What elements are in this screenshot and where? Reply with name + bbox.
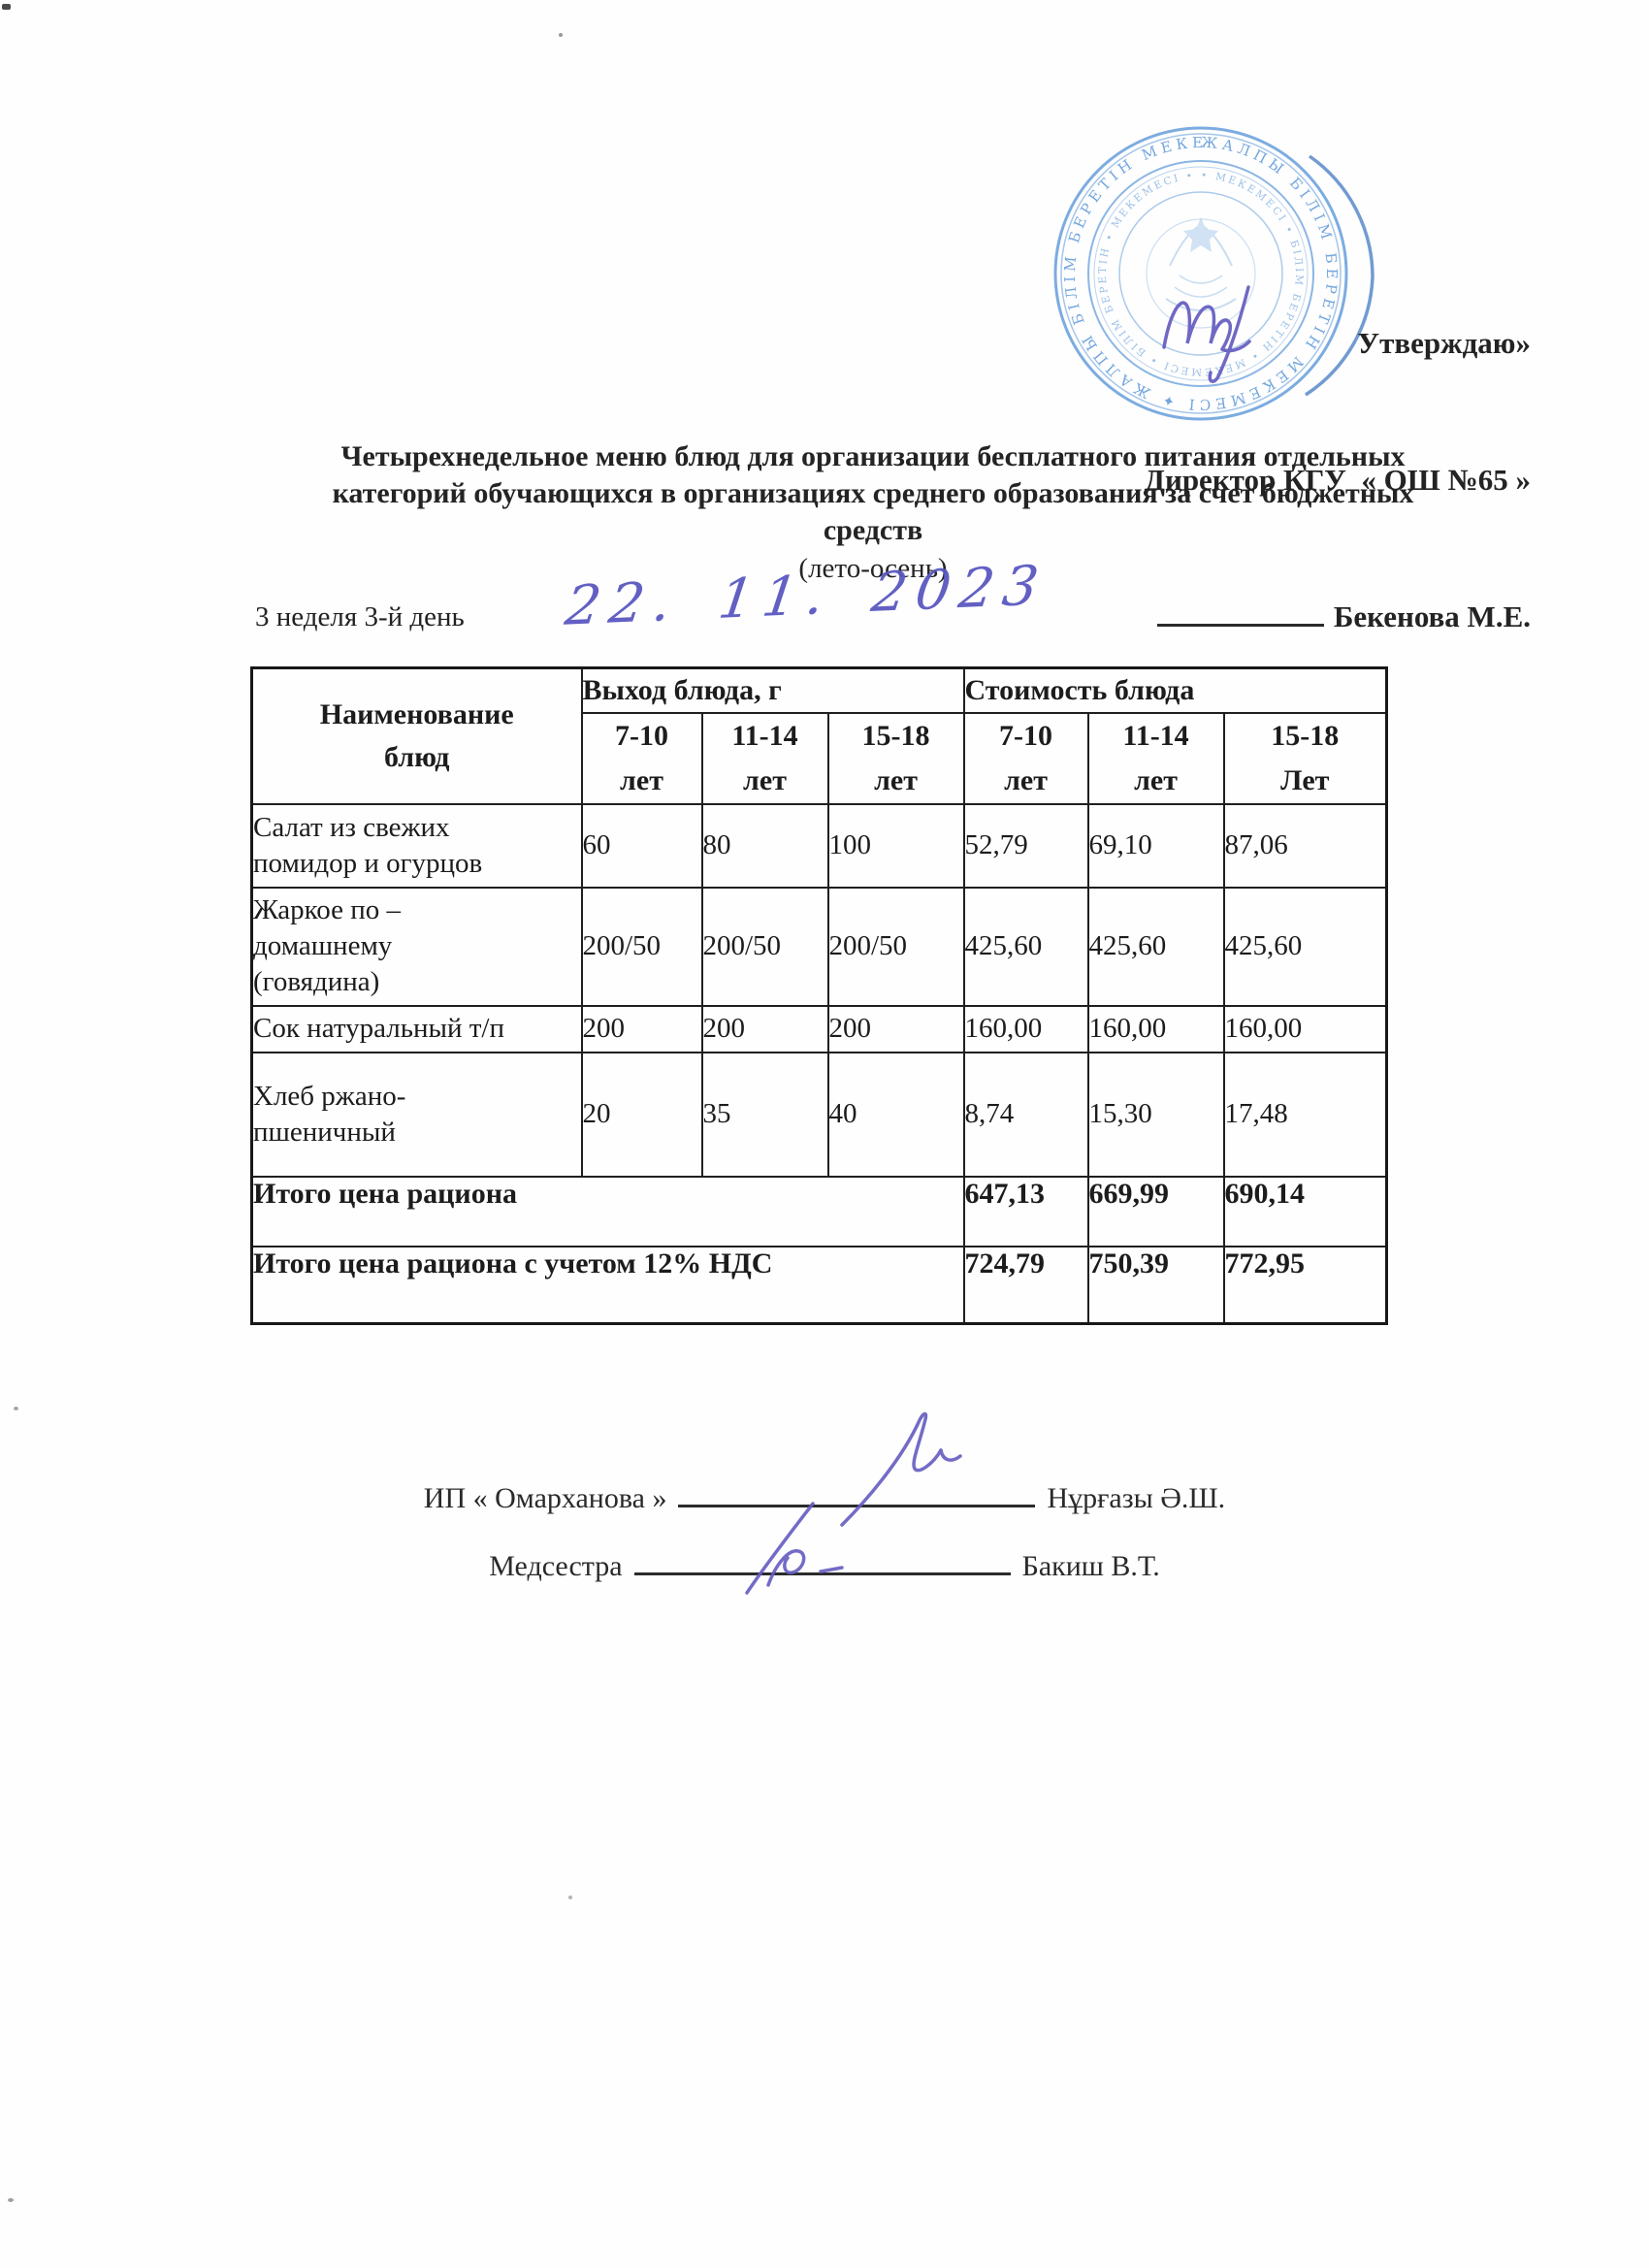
price-cell: 160,00 bbox=[962, 1004, 1089, 1053]
total-label-cell: Итого цена рациона bbox=[250, 1175, 965, 1247]
output-cell: 20 bbox=[580, 1051, 703, 1178]
table-row: Сок натуральный т/п 200 200 200 160,00 1… bbox=[250, 1004, 1388, 1053]
price-cell: 87,06 bbox=[1222, 802, 1388, 889]
scan-artifact bbox=[568, 1895, 572, 1899]
price-cell: 8,74 bbox=[962, 1051, 1089, 1178]
signature-line bbox=[678, 1505, 1036, 1507]
supplier-signature bbox=[840, 1411, 962, 1527]
director-signature bbox=[1162, 285, 1251, 383]
scan-artifact bbox=[2, 4, 11, 10]
table-header-row: Наименование блюд Выход блюда, г Стоимос… bbox=[250, 666, 1388, 805]
col-header-age-output-11-14: 11-14 лет bbox=[700, 711, 829, 805]
price-cell: 15,30 bbox=[1086, 1051, 1225, 1178]
dish-name-cell: Сок натуральный т/п bbox=[250, 1004, 583, 1053]
title-line: средств bbox=[823, 514, 923, 546]
nurse-label: Медсестра bbox=[489, 1550, 623, 1582]
nurse-name: Бакиш В.Т. bbox=[1021, 1550, 1160, 1582]
col-header-age-cost-7-10: 7-10 лет bbox=[962, 711, 1089, 805]
total-price-cell: 750,39 bbox=[1086, 1245, 1225, 1325]
col-header-dish-name: Наименование блюд bbox=[250, 666, 583, 805]
output-cell: 35 bbox=[700, 1051, 829, 1178]
output-cell: 40 bbox=[826, 1051, 965, 1178]
col-group-output: Выход блюда, г bbox=[580, 666, 965, 714]
output-cell: 60 bbox=[580, 802, 703, 889]
scan-artifact bbox=[559, 33, 563, 37]
document-title: Четырехнедельное меню блюд для организац… bbox=[97, 438, 1649, 587]
signature-line bbox=[1156, 624, 1324, 627]
dish-name-cell: Хлеб ржано- пшеничный bbox=[250, 1051, 583, 1178]
price-cell: 425,60 bbox=[1222, 886, 1388, 1007]
scan-artifact bbox=[8, 2198, 14, 2202]
scan-artifact bbox=[14, 1407, 18, 1410]
price-cell: 425,60 bbox=[1086, 886, 1225, 1007]
title-line: категорий обучающихся в организациях сре… bbox=[332, 477, 1414, 509]
signature-line bbox=[633, 1572, 1011, 1575]
stamp-second-strike-arc bbox=[1305, 154, 1374, 397]
approval-word: Утверждаю» bbox=[1357, 326, 1531, 360]
col-header-age-cost-15-18: 15-18 Лет bbox=[1222, 711, 1388, 805]
menu-table: Наименование блюд Выход блюда, г Стоимос… bbox=[250, 666, 1389, 1325]
price-cell: 17,48 bbox=[1222, 1051, 1388, 1178]
title-season: (лето-осень) bbox=[798, 553, 948, 584]
col-header-age-cost-11-14: 11-14 лет bbox=[1086, 711, 1225, 805]
col-group-cost: Стоимость блюда bbox=[962, 666, 1388, 714]
title-line: Четырехнедельное меню блюд для организац… bbox=[340, 440, 1406, 472]
price-cell: 52,79 bbox=[962, 802, 1089, 889]
director-signature-row: Бекенова М.Е. bbox=[1145, 594, 1531, 639]
output-cell: 100 bbox=[826, 802, 965, 889]
table-row: Жаркое по – домашнему (говядина) 200/50 … bbox=[250, 886, 1388, 1007]
supplier-signature-row: ИП « Омарханова » Нұрғазы Ә.Ш. bbox=[0, 1482, 1649, 1515]
week-day-label: 3 неделя 3-й день bbox=[255, 601, 465, 632]
director-name: Бекенова М.Е. bbox=[1333, 599, 1531, 633]
supplier-label: ИП « Омарханова » bbox=[423, 1482, 667, 1514]
director-title: Директор КГУ « ОШ №65 » bbox=[1144, 463, 1531, 497]
price-cell: 425,60 bbox=[962, 886, 1089, 1007]
nurse-signature bbox=[745, 1502, 844, 1595]
output-cell: 200/50 bbox=[700, 886, 829, 1007]
supplier-name: Нұрғазы Ә.Ш. bbox=[1047, 1482, 1226, 1514]
col-header-age-output-7-10: 7-10 лет bbox=[580, 711, 703, 805]
total-with-vat-row: Итого цена рациона с учетом 12% НДС 724,… bbox=[250, 1245, 1388, 1325]
output-cell: 200 bbox=[580, 1004, 703, 1053]
total-price-cell: 669,99 bbox=[1086, 1175, 1225, 1247]
table-row: Салат из свежих помидор и огурцов 60 80 … bbox=[250, 802, 1388, 889]
output-cell: 200 bbox=[826, 1004, 965, 1053]
price-cell: 160,00 bbox=[1086, 1004, 1225, 1053]
col-header-age-output-15-18: 15-18 лет bbox=[826, 711, 965, 805]
dish-name-cell: Салат из свежих помидор и огурцов bbox=[250, 802, 583, 889]
output-cell: 200/50 bbox=[580, 886, 703, 1007]
output-cell: 80 bbox=[700, 802, 829, 889]
output-cell: 200/50 bbox=[826, 886, 965, 1007]
dish-name-cell: Жаркое по – домашнему (говядина) bbox=[250, 886, 583, 1007]
total-price-cell: 690,14 bbox=[1222, 1175, 1388, 1247]
school-stamp: ЖАЛПЫ БІЛІМ БЕРЕТІН МЕКЕМЕСІ ✦ ЖАЛПЫ БІЛ… bbox=[1046, 113, 1374, 421]
total-row: Итого цена рациона 647,13 669,99 690,14 bbox=[250, 1175, 1388, 1247]
approval-block: Утверждаю» Директор КГУ « ОШ №65 » Бекен… bbox=[1145, 229, 1531, 730]
nurse-signature-row: Медсестра Бакиш В.Т. bbox=[0, 1550, 1649, 1583]
total-label-cell: Итого цена рациона с учетом 12% НДС bbox=[250, 1245, 965, 1325]
total-price-cell: 724,79 bbox=[962, 1245, 1089, 1325]
price-cell: 69,10 bbox=[1086, 802, 1225, 889]
table-row: Хлеб ржано- пшеничный 20 35 40 8,74 15,3… bbox=[250, 1051, 1388, 1178]
total-price-cell: 772,95 bbox=[1222, 1245, 1388, 1325]
table-subheader-row: 7-10 лет 11-14 лет 15-18 лет 7-10 лет 11… bbox=[252, 711, 1388, 805]
output-cell: 200 bbox=[700, 1004, 829, 1053]
price-cell: 160,00 bbox=[1222, 1004, 1388, 1053]
total-price-cell: 647,13 bbox=[962, 1175, 1089, 1247]
